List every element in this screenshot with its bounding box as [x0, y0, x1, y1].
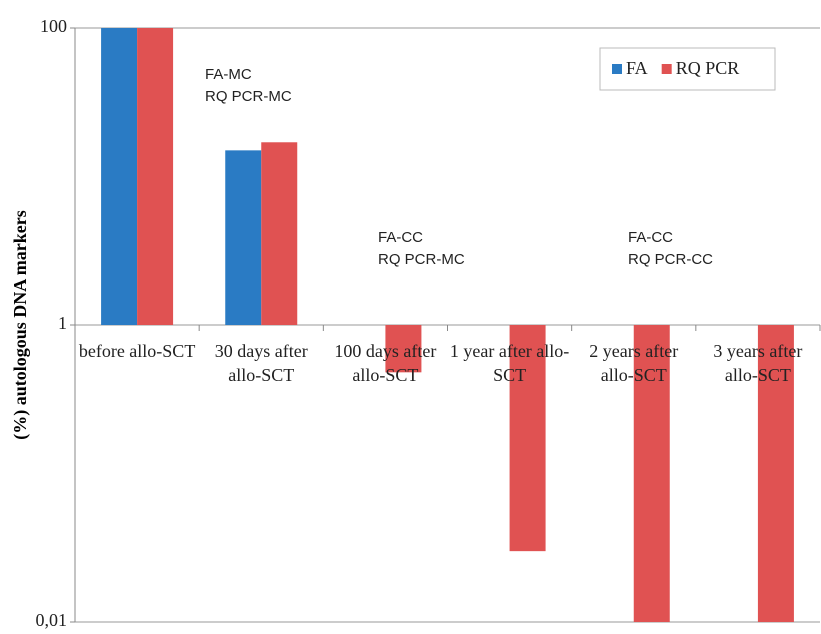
legend-swatch	[661, 64, 672, 74]
x-tick-label-box: 100 days after allo-SCT	[334, 341, 437, 385]
x-tick-label-box: before allo-SCT	[78, 341, 196, 361]
annotation: RQ PCR-CC	[628, 251, 713, 268]
y-tick-label: 100	[40, 16, 67, 36]
bar	[261, 142, 298, 325]
bar	[757, 325, 794, 622]
x-tick-label-box: 2 years after allo-SCT	[589, 341, 679, 385]
bar	[509, 325, 546, 552]
annotation: RQ PCR-MC	[378, 251, 465, 268]
x-tick-label-box: 1 year after allo-SCT	[449, 341, 570, 385]
bar	[137, 28, 174, 325]
annotation: FA-CC	[378, 229, 423, 246]
y-axis-label: (%) autologous DNA markers	[10, 210, 31, 440]
x-tick-label: 100 days after allo-SCT	[334, 341, 437, 385]
bar	[633, 325, 670, 622]
x-tick-label: 30 days after allo-SCT	[214, 341, 308, 385]
bar	[101, 28, 138, 325]
bar	[225, 150, 262, 325]
legend-swatch	[612, 64, 622, 74]
x-tick-label: 3 years after allo-SCT	[713, 341, 803, 385]
annotation: RQ PCR-MC	[205, 88, 292, 105]
x-tick-label: 2 years after allo-SCT	[589, 341, 679, 385]
bar	[385, 325, 422, 373]
x-tick-label-box: 3 years after allo-SCT	[713, 341, 803, 385]
x-tick-label: before allo-SCT	[78, 341, 196, 361]
annotation: FA-MC	[205, 66, 252, 83]
legend-label: RQ PCR	[676, 58, 740, 78]
legend-box	[599, 47, 776, 91]
y-tick-label: 1	[58, 313, 67, 333]
x-tick-label: 1 year after allo-SCT	[449, 341, 570, 385]
x-tick-label-box: 30 days after allo-SCT	[214, 341, 308, 385]
annotation: FA-CC	[628, 229, 673, 246]
legend-label: FA	[626, 58, 648, 78]
y-tick-label: 0,01	[36, 610, 68, 630]
